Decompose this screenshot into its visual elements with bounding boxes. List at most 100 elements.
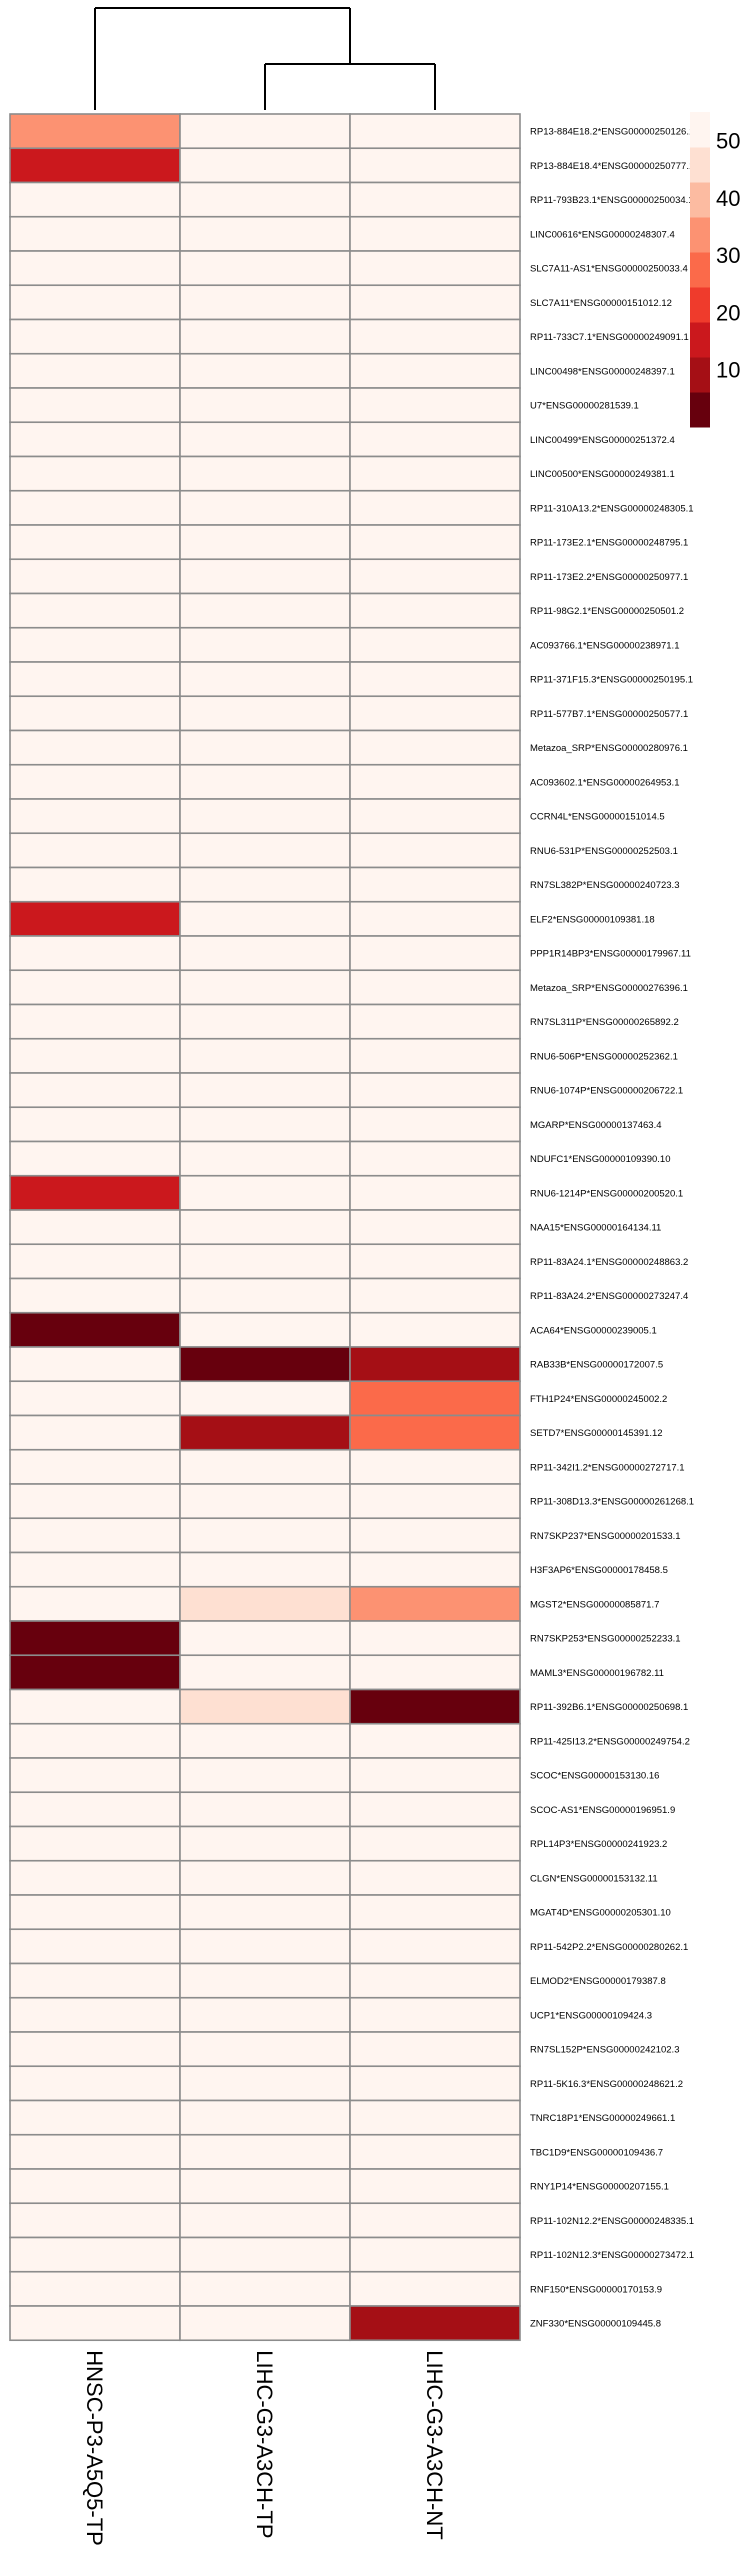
heatmap-cell — [349, 524, 521, 561]
row-label: LINC00499*ENSG00000251372.4 — [530, 435, 675, 446]
row-label: H3F3AP6*ENSG00000178458.5 — [530, 1565, 668, 1576]
heatmap-cell — [9, 284, 181, 321]
heatmap-cell — [349, 1311, 521, 1348]
heatmap-cell — [9, 626, 181, 663]
heatmap-cell — [179, 455, 351, 492]
heatmap-cell — [9, 1311, 181, 1348]
heatmap-cell — [349, 1483, 521, 1520]
heatmap-cell — [349, 1072, 521, 1109]
heatmap-cells — [9, 113, 521, 2342]
heatmap-cell — [349, 1859, 521, 1896]
heatmap-cell — [349, 1277, 521, 1314]
row-label: RP11-793B23.1*ENSG00000250034.1 — [530, 195, 694, 206]
heatmap-cell — [349, 1037, 521, 1074]
heatmap-cell — [9, 524, 181, 561]
heatmap-cell — [349, 2133, 521, 2170]
heatmap-cell — [9, 832, 181, 869]
column-label: LIHC-G3-A3CH-NT — [422, 2350, 447, 2539]
heatmap-cell — [179, 2133, 351, 2170]
color-legend: 50 40 30 20 10 — [690, 112, 740, 428]
row-label: SLC7A11-AS1*ENSG00000250033.4 — [530, 264, 688, 275]
heatmap-cell — [179, 1174, 351, 1211]
heatmap-cell — [9, 1757, 181, 1794]
row-label: RN7SL382P*ENSG00000240723.3 — [530, 880, 679, 891]
row-label: Metazoa_SRP*ENSG00000276396.1 — [530, 983, 688, 994]
heatmap-cell — [179, 1209, 351, 1246]
row-label: RP11-371F15.3*ENSG00000250195.1 — [530, 675, 693, 686]
row-label: RNU6-531P*ENSG00000252503.1 — [530, 846, 678, 857]
row-label: TNRC18P1*ENSG00000249661.1 — [530, 2113, 675, 2124]
heatmap-cell — [349, 181, 521, 218]
heatmap-cell — [349, 798, 521, 835]
row-label: RN7SL311P*ENSG00000265892.2 — [530, 1017, 679, 1028]
row-label: NAA15*ENSG00000164134.11 — [530, 1223, 661, 1234]
heatmap-cell — [179, 421, 351, 458]
heatmap-cell — [9, 489, 181, 526]
legend-swatch — [690, 357, 710, 393]
heatmap-cell — [9, 387, 181, 424]
heatmap-cell — [349, 1209, 521, 1246]
row-label: LINC00616*ENSG00000248307.4 — [530, 229, 675, 240]
legend-swatch — [690, 217, 710, 253]
heatmap-cell — [9, 1551, 181, 1588]
heatmap-cell — [9, 592, 181, 629]
heatmap-cell — [179, 352, 351, 389]
heatmap-cell — [9, 352, 181, 389]
heatmap-cell — [9, 798, 181, 835]
heatmap-cell — [9, 250, 181, 287]
heatmap-cell — [179, 661, 351, 698]
heatmap-cell — [179, 387, 351, 424]
heatmap-cell — [179, 1346, 351, 1383]
heatmap-cell — [179, 729, 351, 766]
legend-tick-label: 50 — [716, 129, 740, 154]
row-label: TBC1D9*ENSG00000109436.7 — [530, 2147, 663, 2158]
heatmap-cell — [179, 2305, 351, 2342]
heatmap-cell — [9, 1003, 181, 1040]
heatmap-cell — [9, 1996, 181, 2033]
heatmap-cell — [179, 798, 351, 835]
heatmap-cell — [9, 1277, 181, 1314]
heatmap-cell — [349, 558, 521, 595]
heatmap-cell — [349, 729, 521, 766]
heatmap-cell — [9, 2270, 181, 2307]
row-label: RP11-342I1.2*ENSG00000272717.1 — [530, 1462, 685, 1473]
heatmap-cell — [9, 1894, 181, 1931]
legend-tick-label: 10 — [716, 358, 740, 383]
row-label: CCRN4L*ENSG00000151014.5 — [530, 812, 665, 823]
heatmap-cell — [179, 1894, 351, 1931]
heatmap-cell — [9, 318, 181, 355]
heatmap-cell — [9, 763, 181, 800]
heatmap-cell — [349, 661, 521, 698]
heatmap-cell — [179, 215, 351, 252]
heatmap-cell — [349, 2202, 521, 2239]
heatmap-cell — [9, 1072, 181, 1109]
row-label: RP11-83A24.2*ENSG00000273247.4 — [530, 1291, 688, 1302]
heatmap-cell — [9, 2202, 181, 2239]
heatmap-cell — [179, 592, 351, 629]
row-label: AC093766.1*ENSG00000238971.1 — [530, 640, 679, 651]
legend-swatch — [690, 147, 710, 183]
heatmap-cell — [9, 1174, 181, 1211]
heatmap-cell — [179, 900, 351, 937]
row-label: RP13-884E18.2*ENSG00000250126.1 — [530, 127, 694, 138]
row-label: RP11-102N12.3*ENSG00000273472.1 — [530, 2250, 694, 2261]
heatmap-cell — [349, 695, 521, 732]
heatmap-cell — [9, 866, 181, 903]
legend-tick-label: 30 — [716, 243, 740, 268]
heatmap-cell — [349, 1962, 521, 1999]
heatmap-cell — [9, 1585, 181, 1622]
row-label: RNU6-506P*ENSG00000252362.1 — [530, 1051, 678, 1062]
heatmap-cell — [179, 284, 351, 321]
row-label: RP11-98G2.1*ENSG00000250501.2 — [530, 606, 684, 617]
heatmap-cell — [349, 2168, 521, 2205]
heatmap-cell — [349, 1106, 521, 1143]
heatmap-cell — [349, 1585, 521, 1622]
heatmap-cell — [179, 1654, 351, 1691]
heatmap-cell — [179, 1859, 351, 1896]
heatmap-cell — [179, 969, 351, 1006]
heatmap-cell — [9, 1448, 181, 1485]
heatmap-cell — [9, 558, 181, 595]
row-label: MAML3*ENSG00000196782.11 — [530, 1668, 664, 1679]
